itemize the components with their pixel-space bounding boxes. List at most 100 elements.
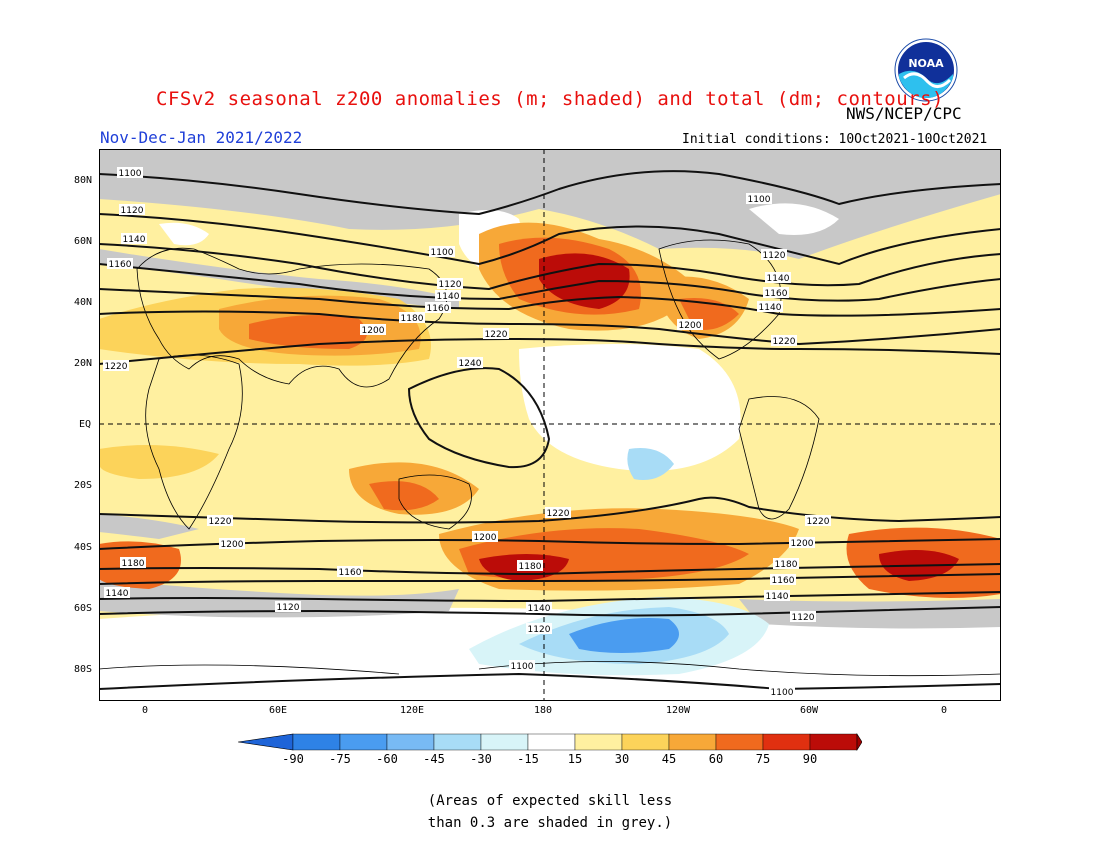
svg-text:1120: 1120 bbox=[439, 280, 462, 290]
contour-label: 1160 bbox=[337, 566, 363, 578]
tropical-white bbox=[519, 344, 741, 471]
lat-label-80s: 80S bbox=[74, 664, 93, 675]
colorbar-label: -60 bbox=[376, 752, 398, 766]
main-title: CFSv2 seasonal z200 anomalies (m; shaded… bbox=[156, 88, 944, 110]
svg-text:1200: 1200 bbox=[679, 321, 702, 331]
anomaly-map: 1100 1120 1140 1160 1100 1120 1140 1160 … bbox=[99, 149, 1001, 701]
lat-label-40s: 40S bbox=[74, 542, 93, 553]
colorbar-label: -15 bbox=[517, 752, 539, 766]
colorbar-cell bbox=[480, 733, 529, 751]
lon-label-120e: 120E bbox=[400, 705, 425, 716]
initial-conditions: Initial conditions: 10Oct2021-10Oct2021 bbox=[682, 132, 988, 147]
anomaly-neg60-antarctic bbox=[569, 618, 679, 653]
contour-label: 1120 bbox=[790, 611, 816, 623]
contour-label: 1200 bbox=[789, 537, 815, 549]
contour-label: 1120 bbox=[119, 204, 145, 216]
contour-label: 1220 bbox=[103, 360, 129, 372]
contour-label: 1160 bbox=[425, 302, 451, 314]
contour-label: 1220 bbox=[771, 335, 797, 347]
colorbar-cell bbox=[386, 733, 435, 751]
colorbar-cell bbox=[433, 733, 482, 751]
svg-text:1180: 1180 bbox=[122, 559, 145, 569]
lat-label-20n: 20N bbox=[74, 358, 93, 369]
colorbar-cell bbox=[715, 733, 764, 751]
colorbar-label: 75 bbox=[755, 752, 771, 766]
colorbar bbox=[238, 732, 862, 752]
colorbar-arrow-right bbox=[856, 732, 862, 752]
contour-label: 1160 bbox=[763, 287, 789, 299]
anomaly-60-asia bbox=[249, 315, 367, 349]
svg-text:1200: 1200 bbox=[362, 326, 385, 336]
svg-text:1200: 1200 bbox=[791, 539, 814, 549]
skill-note-line-2: than 0.3 are shaded in grey.) bbox=[427, 815, 673, 831]
white-patch-canada bbox=[749, 203, 839, 235]
colorbar-label: -90 bbox=[282, 752, 304, 766]
contour-label: 1200 bbox=[360, 324, 386, 336]
svg-text:1220: 1220 bbox=[807, 517, 830, 527]
anomaly-neg-tropical bbox=[627, 448, 674, 480]
svg-text:1120: 1120 bbox=[121, 206, 144, 216]
svg-text:1120: 1120 bbox=[763, 251, 786, 261]
svg-text:1140: 1140 bbox=[123, 235, 146, 245]
svg-text:1200: 1200 bbox=[474, 533, 497, 543]
contour-label: 1240 bbox=[457, 357, 483, 369]
contour-label-group: 1100 1120 1140 1160 1100 1120 1140 1160 … bbox=[103, 167, 831, 698]
svg-text:1120: 1120 bbox=[792, 613, 815, 623]
contour-label: 1140 bbox=[757, 301, 783, 313]
contour-label: 1200 bbox=[472, 531, 498, 543]
lon-label-60w: 60W bbox=[800, 705, 819, 716]
contour-label: 1120 bbox=[437, 278, 463, 290]
contour-label: 1100 bbox=[509, 660, 535, 672]
colorbar-cell bbox=[621, 733, 670, 751]
noaa-logo: NOAA bbox=[894, 38, 958, 102]
contour-label: 1100 bbox=[429, 246, 455, 258]
svg-text:1120: 1120 bbox=[528, 625, 551, 635]
lon-label-120w: 120W bbox=[666, 705, 691, 716]
contour-label: 1180 bbox=[120, 557, 146, 569]
height-contours bbox=[99, 170, 1001, 691]
lat-label-60n: 60N bbox=[74, 236, 93, 247]
contour-label: 1220 bbox=[545, 507, 571, 519]
contour-label: 1200 bbox=[677, 319, 703, 331]
svg-text:1100: 1100 bbox=[431, 248, 454, 258]
svg-text:1160: 1160 bbox=[427, 304, 450, 314]
svg-text:1100: 1100 bbox=[771, 688, 794, 698]
lat-label-60s: 60S bbox=[74, 603, 93, 614]
skill-note: (Areas of expected skill less than 0.3 a… bbox=[0, 790, 1100, 834]
contour-label: 1160 bbox=[770, 574, 796, 586]
svg-text:1120: 1120 bbox=[277, 603, 300, 613]
contour-label: 1140 bbox=[104, 587, 130, 599]
svg-text:1220: 1220 bbox=[485, 330, 508, 340]
svg-text:1140: 1140 bbox=[437, 292, 460, 302]
lat-label-eq: EQ bbox=[79, 419, 92, 430]
lat-label-20s: 20S bbox=[74, 480, 93, 491]
period-label: Nov-Dec-Jan 2021/2022 bbox=[100, 128, 303, 147]
colorbar-cell bbox=[809, 733, 858, 751]
contour-label: 1200 bbox=[219, 538, 245, 550]
agency-label: NWS/NCEP/CPC bbox=[846, 104, 962, 123]
svg-text:1220: 1220 bbox=[209, 517, 232, 527]
contour-label: 1220 bbox=[207, 515, 233, 527]
lon-label-60e: 60E bbox=[269, 705, 288, 716]
svg-text:1160: 1160 bbox=[772, 576, 795, 586]
svg-text:1160: 1160 bbox=[109, 260, 132, 270]
contour-label: 1140 bbox=[765, 272, 791, 284]
svg-text:1160: 1160 bbox=[765, 289, 788, 299]
colorbar-label: 15 bbox=[567, 752, 583, 766]
contour-label: 1100 bbox=[117, 167, 143, 179]
svg-text:1220: 1220 bbox=[773, 337, 796, 347]
anomaly-60-sindian bbox=[369, 481, 439, 511]
noaa-logo-text: NOAA bbox=[908, 57, 944, 70]
contour-label: 1180 bbox=[517, 560, 543, 572]
svg-text:1180: 1180 bbox=[519, 562, 542, 572]
svg-text:1140: 1140 bbox=[759, 303, 782, 313]
anomaly-90-npacific bbox=[539, 253, 630, 309]
contour-label: 1140 bbox=[435, 290, 461, 302]
contour-label: 1140 bbox=[121, 233, 147, 245]
svg-text:1140: 1140 bbox=[766, 592, 789, 602]
colorbar-label: 30 bbox=[614, 752, 630, 766]
grey-band-south-3 bbox=[99, 514, 199, 539]
contour-label: 1120 bbox=[526, 623, 552, 635]
colorbar-label: 90 bbox=[802, 752, 818, 766]
contour-label: 1100 bbox=[746, 193, 772, 205]
